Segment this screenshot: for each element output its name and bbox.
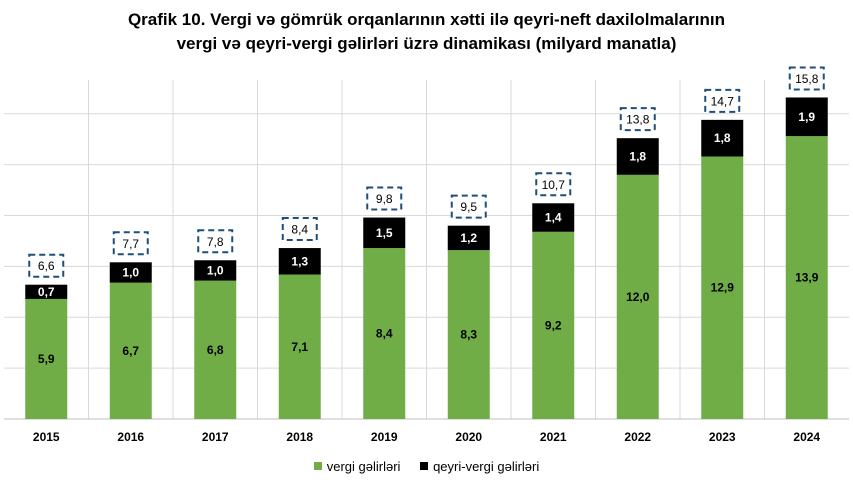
total-box-2023 <box>704 88 741 113</box>
bar-vergi-2021 <box>532 231 575 419</box>
legend-swatch-vergi <box>313 462 322 470</box>
bar-qeyri-vergi-2022 <box>616 138 659 175</box>
label-vergi-2017: 6,8 <box>207 343 224 357</box>
label-qeyri-vergi-2023: 1,8 <box>714 131 731 145</box>
total-label-2022: 13,8 <box>626 113 650 127</box>
chart-legend: vergi gəlirləri qeyri-vergi gəlirləri <box>0 458 853 474</box>
label-vergi-2015: 5,9 <box>38 352 55 366</box>
label-qeyri-vergi-2015: 0,7 <box>38 285 55 299</box>
total-label-2016: 7,7 <box>122 237 139 251</box>
label-qeyri-vergi-2017: 1,0 <box>207 263 224 277</box>
total-label-2024: 15,8 <box>795 72 819 86</box>
legend-item-qeyri-vergi: qeyri-vergi gəlirləri <box>420 459 539 474</box>
bar-vergi-2024 <box>785 136 828 419</box>
bar-vergi-2023 <box>701 156 744 420</box>
bar-qeyri-vergi-2018 <box>278 248 321 275</box>
bar-vergi-2019 <box>363 248 406 419</box>
total-label-2023: 14,7 <box>711 94 735 108</box>
label-vergi-2024: 13,9 <box>795 271 819 285</box>
bar-qeyri-vergi-2015 <box>25 284 68 299</box>
bar-qeyri-vergi-2021 <box>532 203 575 232</box>
label-vergi-2021: 9,2 <box>545 318 562 332</box>
total-label-2019: 9,8 <box>376 192 393 206</box>
legend-label-vergi: vergi gəlirləri <box>326 458 401 474</box>
total-label-2018: 8,4 <box>291 223 308 237</box>
label-vergi-2016: 6,7 <box>122 344 139 358</box>
label-vergi-2023: 12,9 <box>711 281 735 295</box>
bar-qeyri-vergi-2016 <box>109 262 152 283</box>
bar-vergi-2020 <box>447 250 490 419</box>
label-vergi-2020: 8,3 <box>460 328 477 342</box>
bar-vergi-2015 <box>25 298 68 419</box>
bar-qeyri-vergi-2017 <box>194 260 237 281</box>
label-qeyri-vergi-2020: 1,2 <box>460 231 477 245</box>
total-label-2020: 9,5 <box>460 200 477 214</box>
label-vergi-2018: 7,1 <box>291 340 308 354</box>
legend-item-vergi: vergi gəlirləri <box>313 458 401 474</box>
total-label-2021: 10,7 <box>542 178 566 192</box>
x-tick-label-2017: 2017 <box>202 430 229 444</box>
label-qeyri-vergi-2022: 1,8 <box>629 149 646 163</box>
x-tick-label-2024: 2024 <box>793 430 820 444</box>
total-box-2015 <box>28 253 65 278</box>
total-box-2019 <box>366 186 403 211</box>
x-tick-label-2021: 2021 <box>540 430 567 444</box>
bar-vergi-2017 <box>194 280 237 419</box>
total-box-2024 <box>788 66 825 91</box>
x-tick-label-2023: 2023 <box>709 430 736 444</box>
label-qeyri-vergi-2021: 1,4 <box>545 211 562 225</box>
bar-qeyri-vergi-2024 <box>785 97 828 137</box>
legend-swatch-qeyri-vergi <box>420 462 429 470</box>
label-qeyri-vergi-2016: 1,0 <box>122 265 139 279</box>
legend-label-qeyri-vergi: qeyri-vergi gəlirləri <box>433 458 540 474</box>
x-tick-label-2019: 2019 <box>371 430 398 444</box>
stacked-bar-chart: 5,9 0,7 6,6 2015 6,7 1,0 7,7 2016 6,8 1,0 7,8 2017 7… <box>4 66 849 444</box>
total-box-2017 <box>197 229 234 254</box>
label-vergi-2022: 12,0 <box>626 290 650 304</box>
bar-vergi-2016 <box>109 282 152 419</box>
chart-title-line-1: Qrafik 10. Vergi və gömrük orqanlarının … <box>127 10 726 29</box>
total-box-2018 <box>281 217 318 242</box>
bar-qeyri-vergi-2020 <box>447 225 490 251</box>
bar-qeyri-vergi-2023 <box>701 119 744 157</box>
x-tick-label-2018: 2018 <box>286 430 313 444</box>
total-box-2022 <box>619 107 656 132</box>
bar-vergi-2022 <box>616 174 659 419</box>
x-tick-label-2016: 2016 <box>117 430 144 444</box>
total-box-2016 <box>112 231 149 256</box>
label-vergi-2019: 8,4 <box>376 327 393 341</box>
x-tick-label-2015: 2015 <box>33 430 60 444</box>
total-label-2015: 6,6 <box>38 259 55 273</box>
x-tick-label-2022: 2022 <box>624 430 651 444</box>
total-label-2017: 7,8 <box>207 235 224 249</box>
x-tick-label-2020: 2020 <box>455 430 482 444</box>
total-box-2021 <box>535 172 572 197</box>
label-qeyri-vergi-2024: 1,9 <box>798 110 815 124</box>
chart-title: Qrafik 10. Vergi və gömrük orqanlarının … <box>0 8 853 56</box>
bar-qeyri-vergi-2019 <box>363 217 406 249</box>
label-qeyri-vergi-2018: 1,3 <box>291 254 308 268</box>
total-box-2020 <box>450 194 487 219</box>
bar-vergi-2018 <box>278 274 321 419</box>
label-qeyri-vergi-2019: 1,5 <box>376 226 393 240</box>
chart-title-line-2: vergi və qeyri-vergi gəlirləri üzrə dina… <box>176 34 677 53</box>
